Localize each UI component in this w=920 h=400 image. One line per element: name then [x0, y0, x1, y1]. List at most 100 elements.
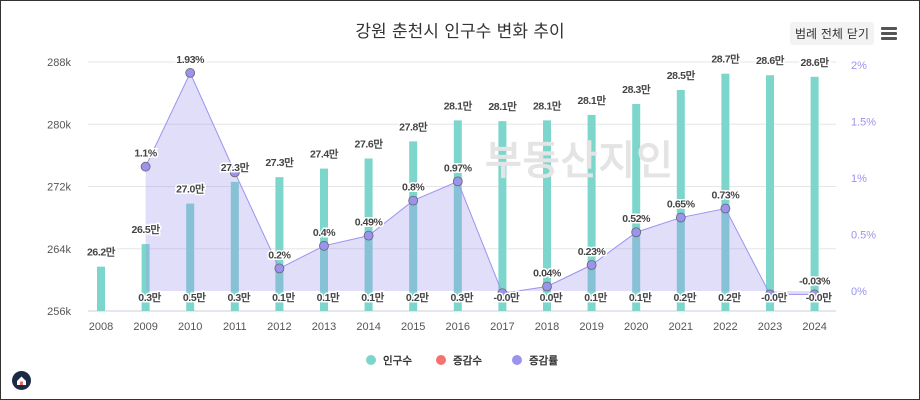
x-tick-label: 2014 [356, 321, 380, 333]
x-tick-label: 2024 [802, 321, 826, 333]
population-bar [632, 104, 641, 311]
hamburger-icon[interactable] [881, 27, 897, 40]
population-bar [186, 203, 195, 311]
rate-point [274, 263, 285, 274]
population-label: 26.5만 [132, 223, 161, 236]
rate-line [145, 71, 815, 295]
x-tick-label: 2010 [178, 321, 202, 333]
rate-point [497, 288, 508, 299]
rate-label: 0.97% [444, 162, 473, 174]
left-tick-label: 264k [47, 244, 71, 256]
rate-point [675, 212, 686, 223]
change-label: 0.5만 [183, 291, 206, 304]
population-label: 28.1만 [444, 99, 473, 112]
rate-point [542, 281, 552, 292]
x-tick-label: 2009 [133, 321, 157, 333]
change-label: -0.0만 [761, 291, 787, 304]
rate-label: 0.65% [667, 199, 696, 211]
population-label: 28.3만 [622, 83, 651, 96]
x-tick-label: 2020 [624, 321, 648, 333]
rate-point [229, 167, 240, 178]
population-bar [409, 141, 418, 311]
x-tick-label: 2023 [758, 321, 782, 333]
rate-point [140, 161, 151, 172]
population-label: 27.8만 [399, 120, 428, 133]
change-label: 0.2만 [406, 291, 429, 304]
change-label: 0.1만 [629, 291, 652, 304]
right-tick-label: 0.5% [851, 230, 876, 242]
change-label: 0.1만 [317, 291, 340, 304]
rate-point [586, 260, 597, 270]
population-bar [766, 75, 774, 312]
rate-area [145, 72, 815, 295]
left-tick-label: 280k [47, 119, 71, 131]
x-tick-label: 2011 [223, 321, 247, 333]
x-tick-label: 2008 [89, 321, 113, 333]
rate-point [363, 230, 374, 241]
right-tick-label: 0% [851, 286, 867, 298]
chart-title: 강원 춘천시 인구수 변화 추이 [355, 22, 565, 42]
rate-label: 0.73% [712, 190, 741, 202]
legend-marker [366, 355, 376, 365]
legend-toggle-button[interactable]: 범례 전체 닫기 [790, 22, 874, 45]
legend-item-bar: 증감수 [453, 355, 482, 367]
home-icon[interactable] [12, 371, 31, 390]
left-tick-label: 256k [47, 306, 71, 318]
population-bar [320, 168, 328, 311]
x-tick-label: 2015 [401, 321, 425, 333]
population-label: 27.0만 [176, 183, 205, 196]
x-tick-label: 2012 [267, 321, 291, 333]
change-label: 0.2만 [673, 291, 696, 304]
rate-label: 0.49% [355, 217, 384, 229]
population-bar [275, 177, 284, 311]
change-label: -0.0만 [806, 291, 832, 304]
change-label: -0.0만 [494, 291, 520, 304]
left-tick-label: 272k [47, 182, 71, 194]
population-bar [97, 266, 105, 311]
rate-label: 1.93% [176, 54, 205, 66]
rate-point [631, 227, 642, 238]
population-label: 27.3만 [221, 161, 250, 174]
population-bar [498, 121, 507, 311]
legend-item-bar: 인구수 [383, 354, 412, 367]
population-bar [141, 244, 150, 311]
x-tick-label: 2016 [446, 321, 470, 333]
change-label: 0.3만 [227, 291, 250, 304]
legend-marker [436, 355, 446, 365]
rate-label: 0.23% [578, 246, 607, 258]
population-label: 28.1만 [533, 99, 562, 112]
x-tick-label: 2019 [579, 321, 603, 333]
rate-point [720, 203, 731, 214]
rate-point [809, 289, 820, 300]
x-tick-label: 2017 [490, 321, 514, 333]
change-label: 0.3만 [138, 291, 161, 304]
population-label: 27.3만 [265, 156, 294, 169]
rate-label: 0.52% [622, 213, 651, 225]
population-bar [543, 120, 551, 311]
population-bar [587, 114, 596, 311]
change-label: 0.1만 [584, 291, 607, 304]
population-label: 28.7만 [711, 53, 740, 66]
legend-item-area: 증감률 [529, 355, 558, 367]
x-tick-label: 2021 [669, 321, 693, 333]
population-label: 28.6만 [801, 56, 830, 69]
rate-point [408, 195, 419, 206]
change-label: 0.3만 [450, 291, 473, 304]
population-label: 28.6만 [756, 54, 785, 67]
population-bar [810, 76, 819, 311]
population-label: 28.5만 [667, 69, 696, 82]
population-label: 28.1만 [578, 94, 607, 107]
rate-label: 0.8% [402, 182, 425, 194]
left-tick-label: 288k [47, 57, 71, 69]
population-bar [676, 90, 685, 311]
population-bar [721, 73, 730, 311]
change-label: 0.2만 [718, 291, 741, 304]
rate-point [319, 240, 329, 251]
x-tick-label: 2018 [535, 321, 559, 333]
x-tick-label: 2022 [713, 321, 737, 333]
right-tick-label: 1.5% [851, 117, 876, 129]
population-bar [453, 120, 462, 311]
population-label: 26.2만 [87, 246, 116, 259]
